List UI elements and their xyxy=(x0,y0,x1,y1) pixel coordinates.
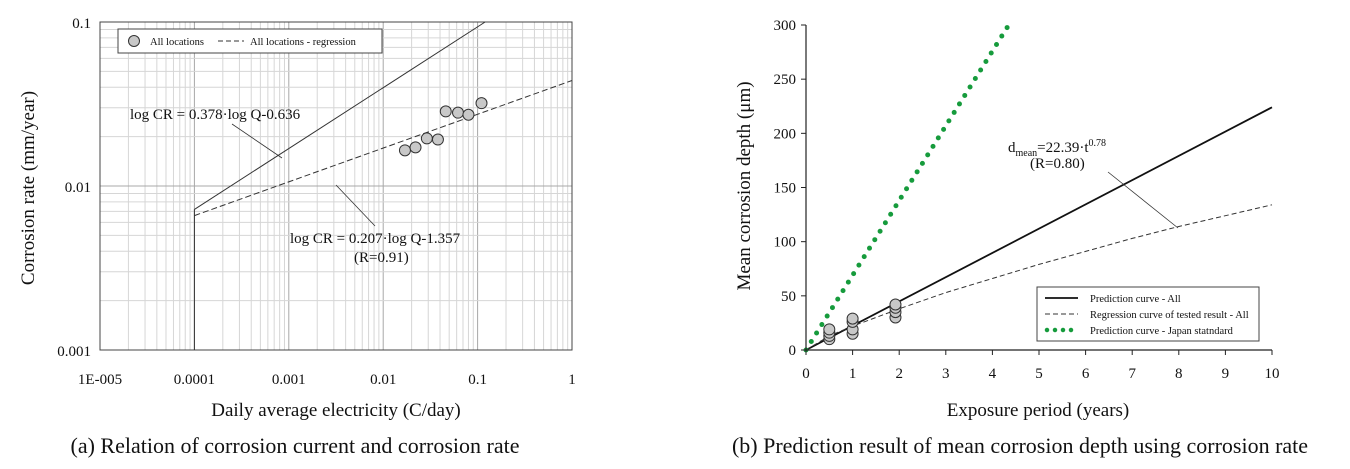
chart-b-line-2 xyxy=(803,22,1012,353)
chart-a-point xyxy=(409,141,422,154)
chart-a-x-tick-label: 0.001 xyxy=(272,372,306,388)
chart-b-y-tick-label: 100 xyxy=(774,235,797,251)
chart-b-legend-entry-1: Regression curve of tested result - All xyxy=(1090,310,1249,321)
chart-b-eq-body: =22.39·t xyxy=(1037,140,1089,156)
chart-a-y-tick-label: 0.1 xyxy=(72,16,91,32)
chart-a-x-tick-label: 1E-005 xyxy=(78,372,122,388)
chart-a-x-tick-label: 1 xyxy=(568,372,576,388)
chart-b-eq-sub: mean xyxy=(1016,148,1038,159)
chart-a-legend-marker xyxy=(128,35,140,47)
chart-a-leader-1 xyxy=(231,123,283,159)
chart-b-y-tick-label: 50 xyxy=(781,289,796,305)
chart-b-points xyxy=(823,298,902,346)
chart-b-leader xyxy=(1107,171,1179,229)
chart-b-r-value: (R=0.80) xyxy=(1030,156,1085,172)
chart-b-y-tick-label: 150 xyxy=(774,181,797,197)
chart-b-x-tick-label: 6 xyxy=(1082,366,1090,382)
chart-a-caption: (a) Relation of corrosion current and co… xyxy=(71,433,520,458)
chart-b-y-tick-label: 200 xyxy=(774,126,797,142)
chart-b-eq-sup: 0.78 xyxy=(1089,138,1107,149)
chart-b-y-tick-label: 250 xyxy=(774,72,797,88)
chart-b-y-tick-label: 300 xyxy=(774,18,797,34)
chart-b-x-tick-label: 4 xyxy=(989,366,997,382)
chart-b-legend-entry-2: Prediction curve - Japan statndard xyxy=(1090,326,1234,337)
chart-a-y-tick-label: 0.01 xyxy=(65,180,91,196)
chart-a-point xyxy=(398,144,411,157)
chart-a-point xyxy=(452,106,465,119)
chart-a-r-value: (R=0.91) xyxy=(354,250,409,266)
chart-b-x-tick-label: 5 xyxy=(1035,366,1043,382)
chart-a-plot-frame xyxy=(99,21,573,351)
chart-a-grid xyxy=(99,22,572,351)
chart-a-leader-2 xyxy=(335,184,376,227)
chart-b-point xyxy=(889,298,902,311)
chart-b-y-axis-label: Mean corrosion depth (μm) xyxy=(734,81,755,290)
chart-a-legend-entry-0: All locations xyxy=(150,37,204,48)
chart-b-caption: (b) Prediction result of mean corrosion … xyxy=(732,433,1308,458)
chart-a-legend-box xyxy=(117,28,383,54)
chart-a-x-tick-label: 0.01 xyxy=(370,372,396,388)
chart-a-x-tick-label: 0.1 xyxy=(468,372,487,388)
chart-a-x-tick-label: 0.0001 xyxy=(174,372,215,388)
chart-b-x-tick-label: 8 xyxy=(1175,366,1183,382)
chart-a-legend-entry-1: All locations - regression xyxy=(250,37,357,48)
chart-a-line-2 xyxy=(194,21,486,210)
chart-a-point xyxy=(420,132,433,145)
chart-a-x-ticks: 1E-005 0.0001 0.001 0.01 0.1 1 xyxy=(78,372,576,388)
chart-a: 1E-005 0.0001 0.001 0.01 0.1 1 0.001 0.01 0.1 A… xyxy=(18,16,576,458)
chart-b-eq-d: d xyxy=(1008,140,1016,156)
chart-a-equation-1: log CR = 0.378·log Q-0.636 xyxy=(130,107,301,123)
chart-a-x-axis-label: Daily average electricity (C/day) xyxy=(211,400,461,421)
chart-a-point xyxy=(431,133,444,146)
chart-a-lines xyxy=(193,21,573,350)
chart-a-y-axis-label: Corrosion rate (mm/year) xyxy=(18,91,39,285)
chart-b-y-ticks: 0 50 100 150 200 250 300 xyxy=(774,18,806,359)
chart-b-x-tick-label: 0 xyxy=(802,366,810,382)
chart-a-line-1 xyxy=(194,80,573,217)
chart-b-legend-entry-0: Prediction curve - All xyxy=(1090,294,1181,305)
chart-b-x-axis-label: Exposure period (years) xyxy=(947,400,1130,421)
chart-b-x-tick-label: 2 xyxy=(895,366,903,382)
chart-a-point xyxy=(475,97,488,110)
chart-b-point xyxy=(823,323,836,336)
chart-b-x-tick-label: 9 xyxy=(1222,366,1230,382)
chart-b-x-ticks: 0 1 2 3 4 5 6 7 8 9 10 xyxy=(802,350,1280,382)
chart-b-point xyxy=(846,312,859,325)
chart-b-y-tick-label: 0 xyxy=(789,343,797,359)
chart-a-points xyxy=(398,97,488,157)
chart-b-line-0 xyxy=(805,106,1273,351)
chart-b-equation: dmean=22.39·t0.78 xyxy=(1008,138,1106,159)
chart-b: 0 1 2 3 4 5 6 7 8 9 10 0 50 100 150 200 250 300 dmean=22… xyxy=(732,18,1308,458)
chart-b-x-tick-label: 1 xyxy=(849,366,857,382)
chart-a-point xyxy=(462,108,475,121)
chart-b-x-tick-label: 7 xyxy=(1128,366,1136,382)
chart-a-equation-2: log CR = 0.207·log Q-1.357 xyxy=(290,231,461,247)
chart-a-point xyxy=(439,105,452,118)
chart-a-y-ticks: 0.001 0.01 0.1 xyxy=(57,16,91,360)
chart-b-x-tick-label: 3 xyxy=(942,366,950,382)
chart-a-y-tick-label: 0.001 xyxy=(57,344,91,360)
chart-b-x-tick-label: 10 xyxy=(1265,366,1280,382)
